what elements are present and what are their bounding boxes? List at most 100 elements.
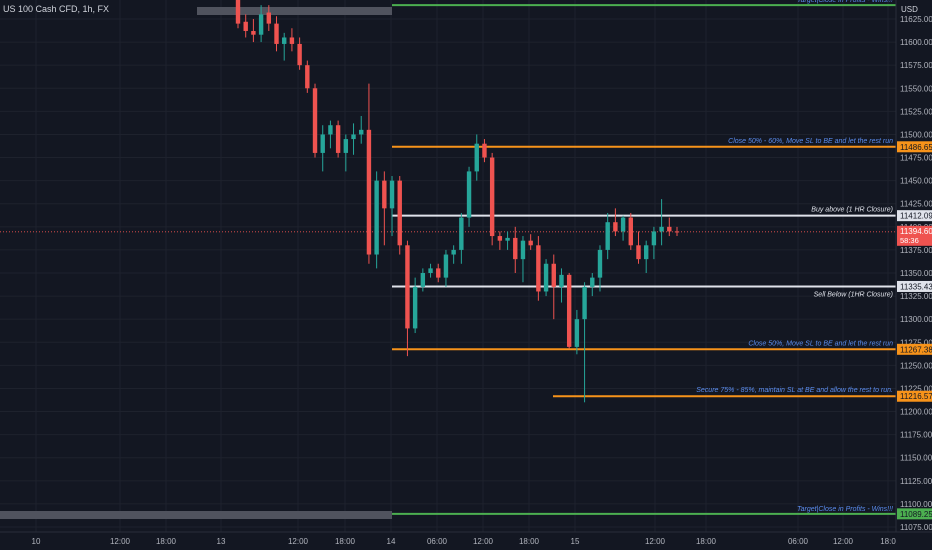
candle (351, 123, 356, 155)
price-tick-label: 11150.00 (900, 454, 932, 463)
time-tick-label: 14 (387, 537, 396, 546)
candle-body (282, 37, 287, 44)
candle (436, 263, 441, 283)
candle-body (543, 263, 549, 292)
candle (559, 268, 564, 303)
candle-body (674, 231, 680, 233)
candle-body (559, 274, 564, 287)
candle (258, 5, 264, 43)
candle-body (436, 268, 441, 278)
candle (597, 245, 603, 292)
price-tick-label: 11350.00 (900, 269, 932, 278)
price-tick-label: 11450.00 (900, 177, 932, 186)
level-label-buy-above: Buy above (1 HR Closure) (811, 207, 893, 214)
price-tick-label: 11525.00 (900, 107, 932, 116)
candle (443, 249, 449, 287)
price-axis-panel (896, 0, 932, 532)
candle (605, 212, 610, 260)
candle-body (597, 249, 603, 278)
time-tick-label: 15 (571, 537, 580, 546)
candle (451, 245, 456, 264)
candle-body (312, 88, 318, 153)
level-label-sell-below: Sell Below (1HR Closure) (814, 291, 893, 298)
level-label-close-50-60: Close 50% - 60%, Move SL to BE and let t… (728, 138, 893, 145)
candle-body (474, 143, 479, 172)
candle-body (551, 263, 556, 287)
price-tick-label: 11175.00 (900, 431, 932, 440)
candle-body (243, 21, 248, 32)
candle-body (258, 14, 264, 35)
level-label-target-bottom: Target|Close in Profits - Wins!!! (797, 506, 893, 513)
candle (251, 19, 256, 43)
time-tick-label: 18:00 (335, 537, 356, 546)
time-axis-panel (0, 532, 932, 550)
price-tag-text: 11089.25 (900, 510, 932, 519)
candle (628, 212, 633, 250)
candle (497, 231, 503, 250)
candle-body (343, 139, 349, 153)
price-tick-label: 11275.00 (900, 338, 932, 347)
candle (582, 282, 587, 403)
level-label-secure-75-85: Secure 75% - 85%, maintain SL at BE and … (696, 387, 893, 394)
candle-body (505, 237, 510, 241)
candle-body (266, 12, 272, 24)
time-tick-label: 12:00 (645, 537, 666, 546)
candle-body (412, 286, 418, 329)
time-tick-label: 12:00 (833, 537, 854, 546)
candle (566, 273, 572, 349)
candle (320, 125, 325, 172)
price-tick-label: 11100.00 (900, 500, 932, 509)
candle-body (620, 217, 626, 232)
candle-body (466, 171, 472, 218)
candle-body (420, 273, 426, 287)
candle-body (397, 180, 402, 246)
candle (667, 217, 672, 237)
candle (590, 273, 595, 297)
candle-body (297, 43, 302, 66)
candle (266, 5, 272, 32)
candle-body (443, 254, 449, 278)
price-tick-label: 11200.00 (900, 408, 932, 417)
candle-body (335, 125, 341, 153)
time-tick-label: 12:00 (110, 537, 131, 546)
price-tag-sell-below (897, 280, 932, 292)
candle (651, 226, 657, 260)
candle-body (289, 37, 295, 44)
price-tick-label: 11600.00 (900, 38, 932, 47)
price-tag-close-50-60 (897, 141, 932, 153)
candle (382, 171, 387, 246)
candle-countdown: 58:36 (900, 236, 919, 245)
candle (536, 236, 541, 301)
time-tick-label: 12:00 (288, 537, 309, 546)
price-tag-close-50 (897, 343, 932, 355)
candle-body (451, 249, 456, 255)
candle (405, 240, 410, 357)
candle-body (590, 277, 595, 287)
price-tag-text: 11412.09 (900, 212, 932, 221)
level-label-target-top: Target|Close in Profits - Wins!!! (797, 0, 893, 4)
price-tick-label: 11475.00 (900, 154, 932, 163)
candle (335, 120, 341, 158)
candle (543, 259, 549, 297)
candle (289, 28, 295, 52)
candle (659, 199, 664, 246)
candle (420, 268, 426, 292)
price-tag-buy-above (897, 210, 932, 222)
candle-body (659, 226, 664, 232)
candle (674, 226, 680, 237)
candle (520, 236, 526, 283)
price-tag-secure-75-85 (897, 390, 932, 402)
price-tick-label: 11375.00 (900, 246, 932, 255)
price-tick-label: 11575.00 (900, 61, 932, 70)
candle-body (574, 319, 580, 347)
price-tick-label: 11300.00 (900, 315, 932, 324)
candle-body (235, 0, 241, 24)
currency-label: USD (901, 5, 918, 14)
time-tick-label: 18:00 (156, 537, 177, 546)
chart-title: US 100 Cash CFD, 1h, FX (3, 4, 110, 14)
price-tick-label: 11075.00 (900, 523, 932, 532)
price-tick-label: 11425.00 (900, 200, 932, 209)
price-tick-label: 11125.00 (900, 477, 932, 486)
